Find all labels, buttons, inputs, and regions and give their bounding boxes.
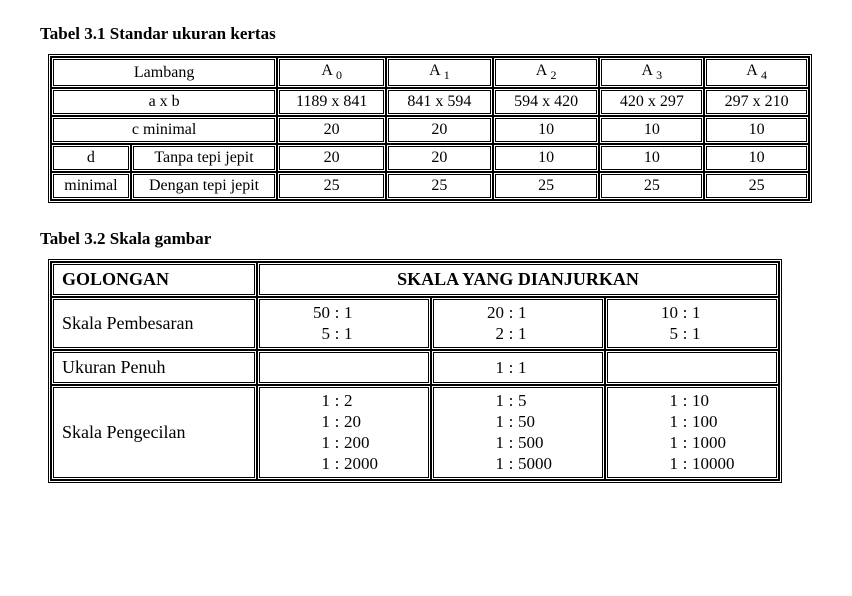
t31-h-lambang: Lambang [51,57,277,88]
t31-d: d [51,144,131,172]
table31-header-row: Lambang A 0 A 1 A 2 A 3 A 4 [51,57,809,88]
t31-dengan-1: 25 [386,172,493,200]
t32-pengecilan-label: Skala Pengecilan [51,385,257,480]
t32-row-penuh: Ukuran Penuh 1:1 [51,350,779,385]
t32-header-row: GOLONGAN SKALA YANG DIANJURKAN [51,262,779,297]
t31-cmin-4: 10 [704,116,809,144]
table31: Lambang A 0 A 1 A 2 A 3 A 4 a x b 1189 x… [48,54,812,203]
t31-dmin: minimal [51,172,131,200]
table32: GOLONGAN SKALA YANG DIANJURKAN Skala Pem… [48,259,782,483]
t31-dengan-3: 25 [599,172,704,200]
t31-axb-3: 420 x 297 [599,88,704,116]
t31-cmin-2: 10 [493,116,600,144]
t31-cmin-3: 10 [599,116,704,144]
t31-row-cmin: c minimal 20 20 10 10 10 [51,116,809,144]
t32-penuh-label: Ukuran Penuh [51,350,257,385]
t31-tanpa-0: 20 [277,144,386,172]
t31-axb-1: 841 x 594 [386,88,493,116]
t32-h-golongan: GOLONGAN [51,262,257,297]
t32-row-pembesaran: Skala Pembesaran 50:15:1 20:12:1 10:15:1 [51,297,779,350]
t31-h-A0: A 0 [277,57,386,88]
t31-cmin-label: c minimal [51,116,277,144]
t31-dengan-label: Dengan tepi jepit [131,172,277,200]
t32-peng-c2: 1:101:1001:10001:10000 [605,385,779,480]
t32-penuh-c2 [605,350,779,385]
t32-pembesaran-label: Skala Pembesaran [51,297,257,350]
t32-penuh-c1: 1:1 [431,350,605,385]
t31-row-dengan: minimal Dengan tepi jepit 25 25 25 25 25 [51,172,809,200]
t31-dengan-4: 25 [704,172,809,200]
t32-pemb-c0: 50:15:1 [257,297,431,350]
t31-dengan-0: 25 [277,172,386,200]
t32-peng-c0: 1:21:201:2001:2000 [257,385,431,480]
t32-pemb-c2: 10:15:1 [605,297,779,350]
t31-tanpa-3: 10 [599,144,704,172]
t31-tanpa-1: 20 [386,144,493,172]
t31-tanpa-4: 10 [704,144,809,172]
t31-tanpa-label: Tanpa tepi jepit [131,144,277,172]
table31-caption: Tabel 3.1 Standar ukuran kertas [40,24,812,44]
t31-row-tanpa: d Tanpa tepi jepit 20 20 10 10 10 [51,144,809,172]
t32-h-skala: SKALA YANG DIANJURKAN [257,262,779,297]
t32-peng-c1: 1:51:501:5001:5000 [431,385,605,480]
t31-cmin-1: 20 [386,116,493,144]
t31-axb-label: a x b [51,88,277,116]
t31-h-A2: A 2 [493,57,600,88]
t31-axb-2: 594 x 420 [493,88,600,116]
t31-h-A4: A 4 [704,57,809,88]
t32-pemb-c1: 20:12:1 [431,297,605,350]
t31-cmin-0: 20 [277,116,386,144]
t31-h-A3: A 3 [599,57,704,88]
t31-row-axb: a x b 1189 x 841 841 x 594 594 x 420 420… [51,88,809,116]
t32-penuh-c0 [257,350,431,385]
t31-axb-4: 297 x 210 [704,88,809,116]
t32-row-pengecilan: Skala Pengecilan 1:21:201:2001:2000 1:51… [51,385,779,480]
t31-tanpa-2: 10 [493,144,600,172]
table32-caption: Tabel 3.2 Skala gambar [40,229,812,249]
t31-h-A1: A 1 [386,57,493,88]
t31-dengan-2: 25 [493,172,600,200]
t31-axb-0: 1189 x 841 [277,88,386,116]
